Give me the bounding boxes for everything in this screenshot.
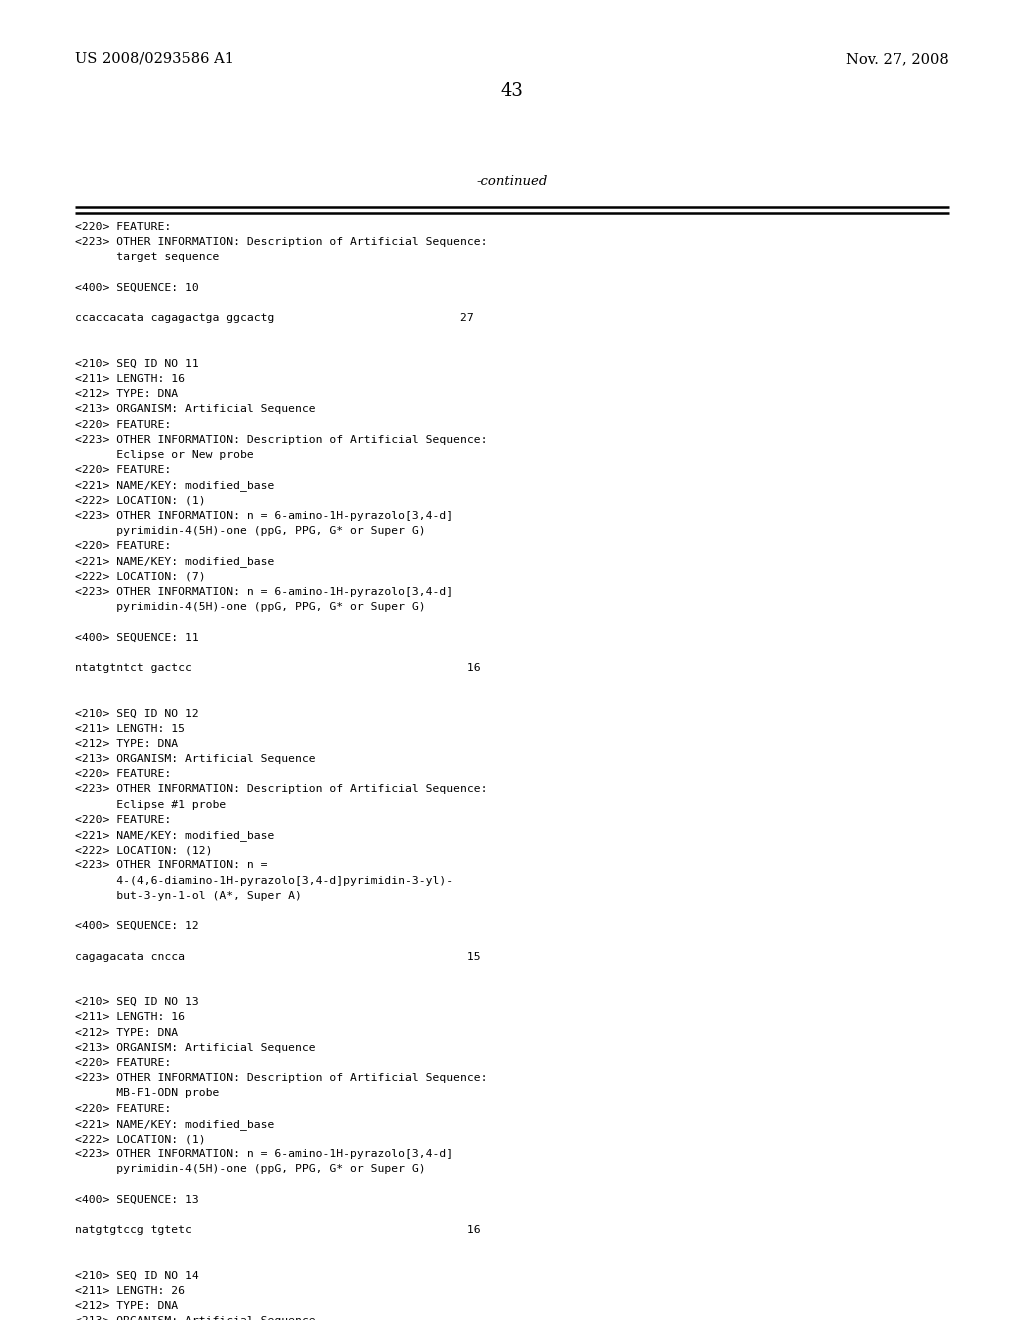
Text: <221> NAME/KEY: modified_base: <221> NAME/KEY: modified_base	[75, 480, 274, 491]
Text: <223> OTHER INFORMATION: n =: <223> OTHER INFORMATION: n =	[75, 861, 267, 870]
Text: <223> OTHER INFORMATION: Description of Artificial Sequence:: <223> OTHER INFORMATION: Description of …	[75, 1073, 487, 1084]
Text: Nov. 27, 2008: Nov. 27, 2008	[846, 51, 949, 66]
Text: -continued: -continued	[476, 176, 548, 187]
Text: <223> OTHER INFORMATION: n = 6-amino-1H-pyrazolo[3,4-d]: <223> OTHER INFORMATION: n = 6-amino-1H-…	[75, 1150, 454, 1159]
Text: <222> LOCATION: (1): <222> LOCATION: (1)	[75, 1134, 206, 1144]
Text: <400> SEQUENCE: 10: <400> SEQUENCE: 10	[75, 282, 199, 293]
Text: pyrimidin-4(5H)-one (ppG, PPG, G* or Super G): pyrimidin-4(5H)-one (ppG, PPG, G* or Sup…	[75, 1164, 426, 1175]
Text: 4-(4,6-diamino-1H-pyrazolo[3,4-d]pyrimidin-3-yl)-: 4-(4,6-diamino-1H-pyrazolo[3,4-d]pyrimid…	[75, 875, 454, 886]
Text: <221> NAME/KEY: modified_base: <221> NAME/KEY: modified_base	[75, 557, 274, 568]
Text: <222> LOCATION: (7): <222> LOCATION: (7)	[75, 572, 206, 582]
Text: MB-F1-ODN probe: MB-F1-ODN probe	[75, 1089, 219, 1098]
Text: <210> SEQ ID NO 14: <210> SEQ ID NO 14	[75, 1271, 199, 1280]
Text: <212> TYPE: DNA: <212> TYPE: DNA	[75, 1027, 178, 1038]
Text: <223> OTHER INFORMATION: Description of Artificial Sequence:: <223> OTHER INFORMATION: Description of …	[75, 238, 487, 247]
Text: <213> ORGANISM: Artificial Sequence: <213> ORGANISM: Artificial Sequence	[75, 404, 315, 414]
Text: <220> FEATURE:: <220> FEATURE:	[75, 420, 171, 429]
Text: <213> ORGANISM: Artificial Sequence: <213> ORGANISM: Artificial Sequence	[75, 1316, 315, 1320]
Text: <400> SEQUENCE: 11: <400> SEQUENCE: 11	[75, 632, 199, 643]
Text: <210> SEQ ID NO 11: <210> SEQ ID NO 11	[75, 359, 199, 368]
Text: <400> SEQUENCE: 12: <400> SEQUENCE: 12	[75, 921, 199, 931]
Text: ntatgtntct gactcc                                        16: ntatgtntct gactcc 16	[75, 663, 480, 673]
Text: <223> OTHER INFORMATION: n = 6-amino-1H-pyrazolo[3,4-d]: <223> OTHER INFORMATION: n = 6-amino-1H-…	[75, 587, 454, 597]
Text: <210> SEQ ID NO 13: <210> SEQ ID NO 13	[75, 997, 199, 1007]
Text: <212> TYPE: DNA: <212> TYPE: DNA	[75, 739, 178, 748]
Text: <213> ORGANISM: Artificial Sequence: <213> ORGANISM: Artificial Sequence	[75, 1043, 315, 1053]
Text: <220> FEATURE:: <220> FEATURE:	[75, 222, 171, 232]
Text: target sequence: target sequence	[75, 252, 219, 263]
Text: <220> FEATURE:: <220> FEATURE:	[75, 541, 171, 552]
Text: pyrimidin-4(5H)-one (ppG, PPG, G* or Super G): pyrimidin-4(5H)-one (ppG, PPG, G* or Sup…	[75, 525, 426, 536]
Text: <212> TYPE: DNA: <212> TYPE: DNA	[75, 389, 178, 399]
Text: <221> NAME/KEY: modified_base: <221> NAME/KEY: modified_base	[75, 1119, 274, 1130]
Text: natgtgtccg tgtetc                                        16: natgtgtccg tgtetc 16	[75, 1225, 480, 1236]
Text: <222> LOCATION: (12): <222> LOCATION: (12)	[75, 845, 213, 855]
Text: Eclipse #1 probe: Eclipse #1 probe	[75, 800, 226, 809]
Text: <220> FEATURE:: <220> FEATURE:	[75, 770, 171, 779]
Text: <211> LENGTH: 15: <211> LENGTH: 15	[75, 723, 185, 734]
Text: <223> OTHER INFORMATION: Description of Artificial Sequence:: <223> OTHER INFORMATION: Description of …	[75, 434, 487, 445]
Text: pyrimidin-4(5H)-one (ppG, PPG, G* or Super G): pyrimidin-4(5H)-one (ppG, PPG, G* or Sup…	[75, 602, 426, 612]
Text: <220> FEATURE:: <220> FEATURE:	[75, 814, 171, 825]
Text: <212> TYPE: DNA: <212> TYPE: DNA	[75, 1302, 178, 1311]
Text: <222> LOCATION: (1): <222> LOCATION: (1)	[75, 495, 206, 506]
Text: ccaccacata cagagactga ggcactg                           27: ccaccacata cagagactga ggcactg 27	[75, 313, 474, 323]
Text: <210> SEQ ID NO 12: <210> SEQ ID NO 12	[75, 709, 199, 718]
Text: <223> OTHER INFORMATION: Description of Artificial Sequence:: <223> OTHER INFORMATION: Description of …	[75, 784, 487, 795]
Text: <220> FEATURE:: <220> FEATURE:	[75, 1059, 171, 1068]
Text: <211> LENGTH: 16: <211> LENGTH: 16	[75, 374, 185, 384]
Text: Eclipse or New probe: Eclipse or New probe	[75, 450, 254, 459]
Text: <211> LENGTH: 26: <211> LENGTH: 26	[75, 1286, 185, 1296]
Text: but-3-yn-1-ol (A*, Super A): but-3-yn-1-ol (A*, Super A)	[75, 891, 302, 900]
Text: <211> LENGTH: 16: <211> LENGTH: 16	[75, 1012, 185, 1023]
Text: cagagacata cncca                                         15: cagagacata cncca 15	[75, 952, 480, 961]
Text: <213> ORGANISM: Artificial Sequence: <213> ORGANISM: Artificial Sequence	[75, 754, 315, 764]
Text: 43: 43	[501, 82, 523, 100]
Text: <220> FEATURE:: <220> FEATURE:	[75, 465, 171, 475]
Text: <223> OTHER INFORMATION: n = 6-amino-1H-pyrazolo[3,4-d]: <223> OTHER INFORMATION: n = 6-amino-1H-…	[75, 511, 454, 521]
Text: <221> NAME/KEY: modified_base: <221> NAME/KEY: modified_base	[75, 830, 274, 841]
Text: <220> FEATURE:: <220> FEATURE:	[75, 1104, 171, 1114]
Text: <400> SEQUENCE: 13: <400> SEQUENCE: 13	[75, 1195, 199, 1205]
Text: US 2008/0293586 A1: US 2008/0293586 A1	[75, 51, 233, 66]
